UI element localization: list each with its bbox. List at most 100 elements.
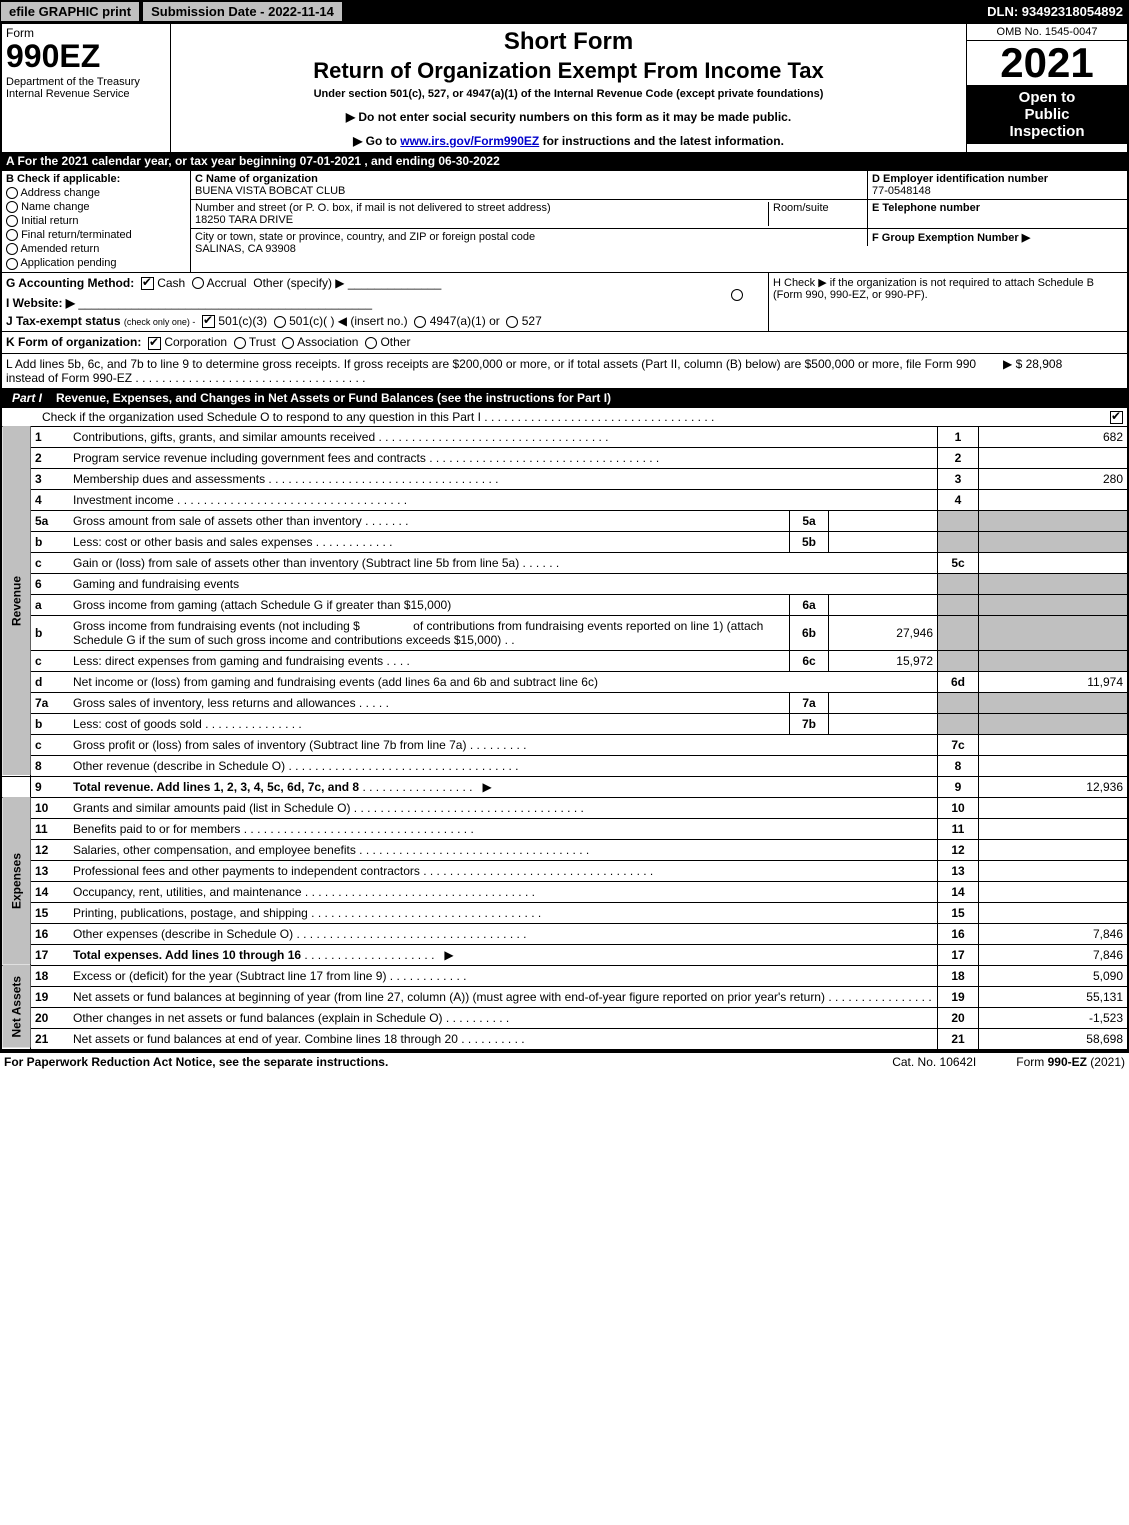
l20-num: 20 — [31, 1007, 70, 1028]
l6a-val — [979, 594, 1128, 615]
f-label: F Group Exemption Number ▶ — [872, 232, 1030, 244]
l12-val — [979, 839, 1128, 860]
l5a-sub: 5a — [790, 510, 829, 531]
l14-desc: Occupancy, rent, utilities, and maintena… — [73, 885, 302, 899]
l6d-num: d — [31, 671, 70, 692]
c-street: Number and street (or P. O. box, if mail… — [191, 200, 867, 229]
l16-desc: Other expenses (describe in Schedule O) — [73, 927, 293, 941]
l10-box: 10 — [938, 797, 979, 818]
l5b-desc: Less: cost or other basis and sales expe… — [73, 535, 312, 549]
line-6a: a Gross income from gaming (attach Sched… — [2, 594, 1127, 615]
chk-final[interactable]: Final return/terminated — [6, 229, 186, 241]
submission-date-button[interactable]: Submission Date - 2022-11-14 — [142, 1, 343, 22]
l5b-num: b — [31, 531, 70, 552]
side-expenses: Expenses — [2, 797, 31, 965]
l9-desc: Total revenue. Add lines 1, 2, 3, 4, 5c,… — [73, 780, 359, 794]
c-street-label: Number and street (or P. O. box, if mail… — [195, 202, 768, 214]
line-7c: c Gross profit or (loss) from sales of i… — [2, 734, 1127, 755]
c-city: City or town, state or province, country… — [191, 229, 867, 257]
revenue-table: Revenue 1 Contributions, gifts, grants, … — [2, 426, 1127, 1049]
j-opt2: 501(c)( ) ◀ (insert no.) — [289, 314, 408, 328]
warning-ssn: ▶ Do not enter social security numbers o… — [175, 110, 962, 124]
l5b-sub: 5b — [790, 531, 829, 552]
l7b-val — [979, 713, 1128, 734]
line-6c: c Less: direct expenses from gaming and … — [2, 650, 1127, 671]
chk-initial[interactable]: Initial return — [6, 215, 186, 227]
chk-address[interactable]: Address change — [6, 187, 186, 199]
g-cash-check[interactable] — [141, 277, 154, 290]
efile-print-button[interactable]: efile GRAPHIC print — [0, 1, 140, 22]
c-city-label: City or town, state or province, country… — [195, 231, 863, 243]
g-cash: Cash — [157, 276, 185, 290]
g-accrual-radio[interactable] — [192, 277, 204, 289]
part-i-header: Part I Revenue, Expenses, and Changes in… — [2, 388, 1127, 407]
chk-amended[interactable]: Amended return — [6, 243, 186, 255]
l7a-box — [938, 692, 979, 713]
l-text: L Add lines 5b, 6c, and 7b to line 9 to … — [6, 357, 1003, 385]
l9-num: 9 — [31, 776, 70, 797]
l13-val — [979, 860, 1128, 881]
header-left: Form 990EZ Department of the Treasury In… — [2, 24, 171, 152]
line-5b: b Less: cost or other basis and sales ex… — [2, 531, 1127, 552]
l1-box: 1 — [938, 426, 979, 447]
l6a-subval — [829, 594, 938, 615]
line-15: 15 Printing, publications, postage, and … — [2, 902, 1127, 923]
g-other: Other (specify) ▶ — [253, 276, 344, 290]
chk-pending[interactable]: Application pending — [6, 257, 186, 269]
j-501c3-check[interactable] — [202, 315, 215, 328]
l6b-val — [979, 615, 1128, 650]
l6b-subval: 27,946 — [829, 615, 938, 650]
line-6: 6 Gaming and fundraising events — [2, 573, 1127, 594]
part-i-title: Revenue, Expenses, and Changes in Net As… — [52, 389, 1127, 407]
l6c-subval: 15,972 — [829, 650, 938, 671]
l3-val: 280 — [979, 468, 1128, 489]
part-i-checkbox[interactable] — [1110, 411, 1123, 424]
line-19: 19 Net assets or fund balances at beginn… — [2, 986, 1127, 1007]
k-assoc-radio[interactable] — [282, 337, 294, 349]
l-val: ▶ $ 28,908 — [1003, 357, 1123, 385]
l18-val: 5,090 — [979, 965, 1128, 986]
l6-val — [979, 573, 1128, 594]
l18-box: 18 — [938, 965, 979, 986]
line-6b: b Gross income from fundraising events (… — [2, 615, 1127, 650]
l6d-box: 6d — [938, 671, 979, 692]
k-other-radio[interactable] — [365, 337, 377, 349]
c-room-label: Room/suite — [768, 202, 863, 226]
chk-name[interactable]: Name change — [6, 201, 186, 213]
open1: Open to — [971, 89, 1123, 106]
row-g-h: G Accounting Method: Cash Accrual Other … — [2, 272, 1127, 332]
form-frame: Form 990EZ Department of the Treasury In… — [0, 22, 1129, 1051]
l12-desc: Salaries, other compensation, and employ… — [73, 843, 356, 857]
h-radio[interactable] — [731, 289, 743, 301]
j-opt1: 501(c)(3) — [218, 314, 267, 328]
l15-val — [979, 902, 1128, 923]
line-6d: d Net income or (loss) from gaming and f… — [2, 671, 1127, 692]
j-501c-radio[interactable] — [274, 316, 286, 328]
part-i-tab: Part I — [2, 389, 52, 407]
form-header: Form 990EZ Department of the Treasury In… — [2, 24, 1127, 152]
l5a-num: 5a — [31, 510, 70, 531]
l7a-desc: Gross sales of inventory, less returns a… — [73, 696, 356, 710]
line-13: 13 Professional fees and other payments … — [2, 860, 1127, 881]
k-corp-check[interactable] — [148, 337, 161, 350]
line-5a: 5a Gross amount from sale of assets othe… — [2, 510, 1127, 531]
j-527-radio[interactable] — [506, 316, 518, 328]
col-b: B Check if applicable: Address change Na… — [2, 171, 191, 272]
irs-link[interactable]: www.irs.gov/Form990EZ — [400, 134, 539, 148]
j-4947-radio[interactable] — [414, 316, 426, 328]
l18-desc: Excess or (deficit) for the year (Subtra… — [73, 969, 386, 983]
k-trust-radio[interactable] — [234, 337, 246, 349]
l4-num: 4 — [31, 489, 70, 510]
l13-num: 13 — [31, 860, 70, 881]
l7b-desc: Less: cost of goods sold — [73, 717, 202, 731]
l19-box: 19 — [938, 986, 979, 1007]
l11-num: 11 — [31, 818, 70, 839]
l20-desc: Other changes in net assets or fund bala… — [73, 1011, 443, 1025]
l5b-val — [979, 531, 1128, 552]
l2-num: 2 — [31, 447, 70, 468]
l7c-desc: Gross profit or (loss) from sales of inv… — [73, 738, 466, 752]
b-title: B Check if applicable: — [6, 173, 186, 185]
col-def: D Employer identification number 77-0548… — [867, 171, 1127, 272]
l7a-num: 7a — [31, 692, 70, 713]
l12-box: 12 — [938, 839, 979, 860]
